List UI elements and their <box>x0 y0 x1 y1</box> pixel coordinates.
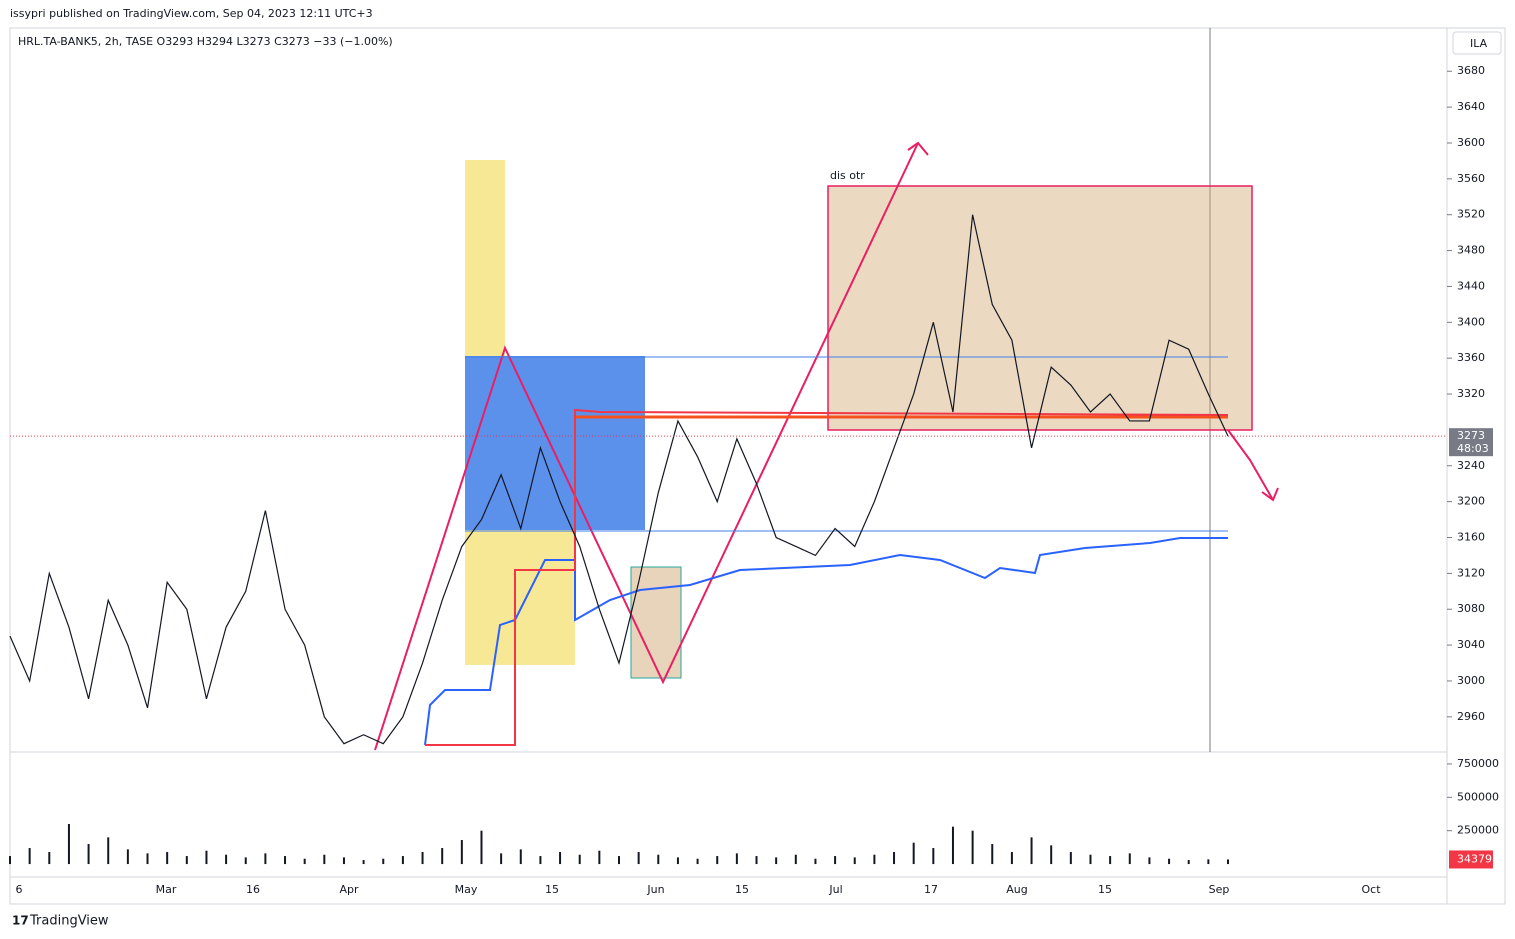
x-tick-label: 15 <box>735 883 749 896</box>
y-tick-label: 3480 <box>1457 244 1485 257</box>
last-price-label: 3273 <box>1457 429 1485 442</box>
down-arrow <box>1227 429 1274 501</box>
countdown: 48:03 <box>1457 442 1489 455</box>
y-tick-label: 3360 <box>1457 351 1485 364</box>
vwap-line <box>424 537 1228 746</box>
y-tick-label: 3120 <box>1457 566 1485 579</box>
x-tick-label: Mar <box>156 883 177 896</box>
currency[interactable]: ILA <box>1470 37 1488 50</box>
arrow-head <box>1261 487 1279 502</box>
currency-button[interactable] <box>1452 31 1502 55</box>
y-tick-label: 3640 <box>1457 100 1485 113</box>
y-tick-label: 3200 <box>1457 495 1485 508</box>
volume-tick-label: 250000 <box>1457 824 1499 837</box>
x-tick-label: Oct <box>1361 883 1381 896</box>
brand-logo: 17 <box>12 914 29 928</box>
y-tick-label: 3000 <box>1457 674 1485 687</box>
x-tick-label: 15 <box>1098 883 1112 896</box>
anchored-line <box>425 408 1229 746</box>
y-tick-label: 3520 <box>1457 208 1485 221</box>
y-tick-label: 2960 <box>1457 710 1485 723</box>
y-tick-label: 3400 <box>1457 315 1485 328</box>
x-tick-label: 15 <box>545 883 559 896</box>
y-tick-label: 3680 <box>1457 64 1485 77</box>
frame <box>9 27 1506 905</box>
price-line <box>9 214 1229 745</box>
annotation: dis otr <box>830 169 865 182</box>
x-tick-label: Jul <box>828 883 842 896</box>
y-tick-label: 3040 <box>1457 638 1485 651</box>
y-tick-label: 3160 <box>1457 530 1485 543</box>
brand: TradingView <box>29 914 109 929</box>
volume-last-label: 34379 <box>1457 852 1492 865</box>
x-tick-label: Jun <box>646 883 664 896</box>
arrow-head <box>907 141 929 156</box>
y-tick-label: 3320 <box>1457 387 1485 400</box>
volume-tick-label: 500000 <box>1457 790 1499 803</box>
symbol-line: HRL.TA-BANK5, 2h, TASE O3293 H3294 L3273… <box>18 35 393 48</box>
x-tick-label: 17 <box>924 883 938 896</box>
publisher: issypri published on TradingView.com, Se… <box>10 7 373 20</box>
volume-profile <box>465 160 645 665</box>
volume-last-box <box>1449 850 1493 869</box>
x-tick-label: May <box>455 883 478 896</box>
x-tick-label: Aug <box>1006 883 1027 896</box>
y-tick-label: 3560 <box>1457 172 1485 185</box>
y-tick-label: 3600 <box>1457 136 1485 149</box>
x-tick-label: 6 <box>16 883 23 896</box>
volume-tick-label: 750000 <box>1457 757 1499 770</box>
range-box <box>827 185 1253 431</box>
y-tick-label: 3080 <box>1457 602 1485 615</box>
y-tick-label: 3440 <box>1457 279 1485 292</box>
x-tick-label: Apr <box>339 883 359 896</box>
x-tick-label: Sep <box>1209 883 1230 896</box>
y-tick-label: 3240 <box>1457 459 1485 472</box>
last-price-box <box>1449 428 1493 457</box>
x-tick-label: 16 <box>246 883 260 896</box>
